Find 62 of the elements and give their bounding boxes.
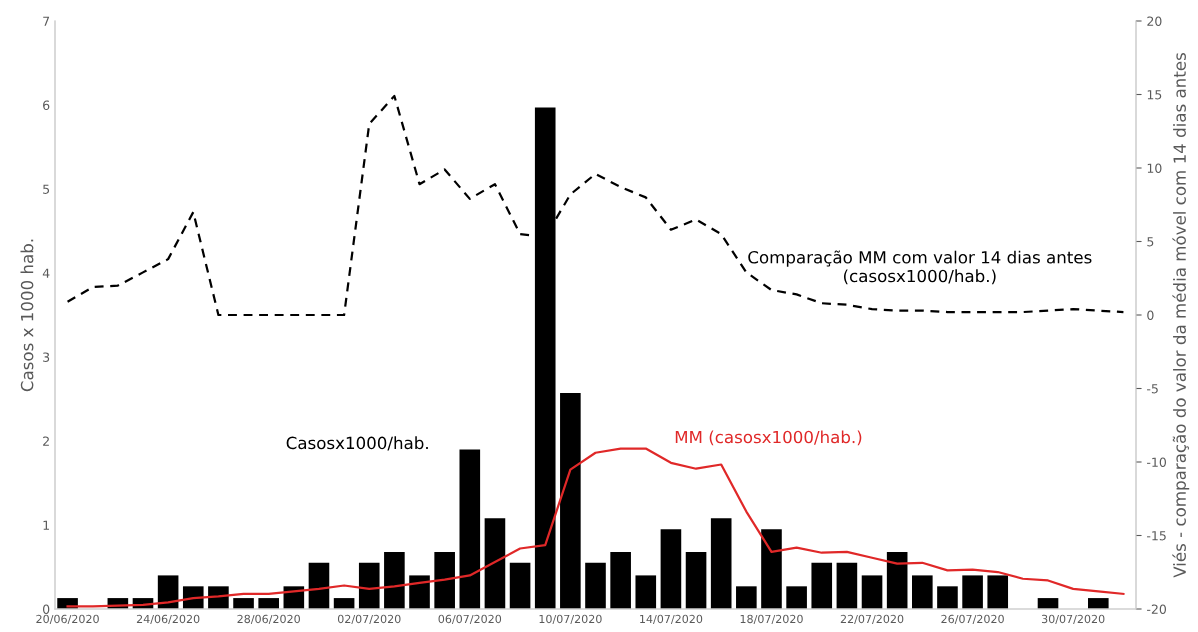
- y2-axis-title: Viés - comparação do valor da média móvel com 14 dias antes: [1172, 53, 1190, 578]
- bar: [786, 586, 807, 609]
- bar: [585, 562, 606, 609]
- y-tick-label: 1: [43, 520, 49, 530]
- series-label: Casosx1000/hab.: [286, 436, 428, 451]
- y-tick-label: 6: [43, 100, 50, 110]
- x-tick-label: 26/07/2020: [941, 614, 1004, 625]
- bar: [233, 598, 254, 609]
- bar: [434, 551, 455, 609]
- y2-tick-label: 10: [1147, 163, 1162, 173]
- bar: [1087, 598, 1109, 609]
- y-tick-label: 7: [43, 16, 50, 26]
- bar: [811, 562, 833, 609]
- y-tick-label: 4: [42, 268, 50, 278]
- y2-tick-label: -15: [1147, 531, 1166, 541]
- bar: [761, 529, 782, 609]
- bar: [660, 529, 682, 609]
- y-axis-title: Casos x 1000 hab.: [20, 239, 34, 392]
- bar: [459, 449, 481, 609]
- x-tick-label: 24/06/2020: [136, 614, 200, 625]
- y2-tick-label: 15: [1147, 90, 1162, 100]
- bar: [484, 518, 506, 609]
- y-tick-label: 0: [43, 604, 50, 614]
- y2-tick-label: -20: [1147, 604, 1166, 614]
- y-tick-label: 2: [43, 436, 49, 446]
- y-tick-label: 3: [43, 352, 50, 362]
- bar: [308, 562, 330, 609]
- bar: [962, 575, 983, 609]
- bar: [258, 598, 279, 609]
- bar: [836, 562, 858, 609]
- bar: [886, 551, 908, 609]
- y2-tick-label: 5: [1147, 237, 1154, 247]
- bar: [987, 575, 1009, 609]
- bar: [861, 575, 883, 609]
- x-tick-label: 06/07/2020: [438, 614, 502, 625]
- series-label: MM (casosx1000/hab.): [675, 430, 862, 446]
- y2-tick-label: 0: [1147, 310, 1154, 320]
- bar: [710, 518, 732, 609]
- x-tick-label: 22/07/2020: [840, 614, 904, 625]
- bar: [384, 551, 405, 609]
- x-tick-label: 18/07/2020: [740, 614, 803, 625]
- series-label: Comparação MM com valor 14 dias antes (casosx1000/hab.): [748, 250, 1092, 285]
- bar: [509, 562, 531, 609]
- bar: [912, 575, 933, 609]
- x-tick-label: 28/06/2020: [237, 614, 300, 625]
- bar: [560, 393, 581, 609]
- x-tick-label: 02/07/2020: [337, 614, 401, 625]
- x-tick-label: 20/06/2020: [36, 614, 99, 625]
- bar: [358, 562, 380, 609]
- bar: [736, 586, 757, 609]
- bar: [409, 575, 430, 609]
- bar: [610, 551, 631, 609]
- y2-tick-label: -10: [1147, 457, 1166, 467]
- bar: [685, 551, 707, 609]
- y2-tick-label: -5: [1147, 384, 1158, 394]
- x-tick-label: 14/07/2020: [640, 614, 703, 625]
- x-tick-label: 30/07/2020: [1041, 614, 1105, 625]
- y-tick-label: 5: [43, 184, 50, 194]
- bar: [635, 575, 657, 609]
- x-tick-label: 10/07/2020: [539, 614, 602, 625]
- bar: [937, 586, 958, 609]
- y2-tick-label: 20: [1147, 16, 1162, 26]
